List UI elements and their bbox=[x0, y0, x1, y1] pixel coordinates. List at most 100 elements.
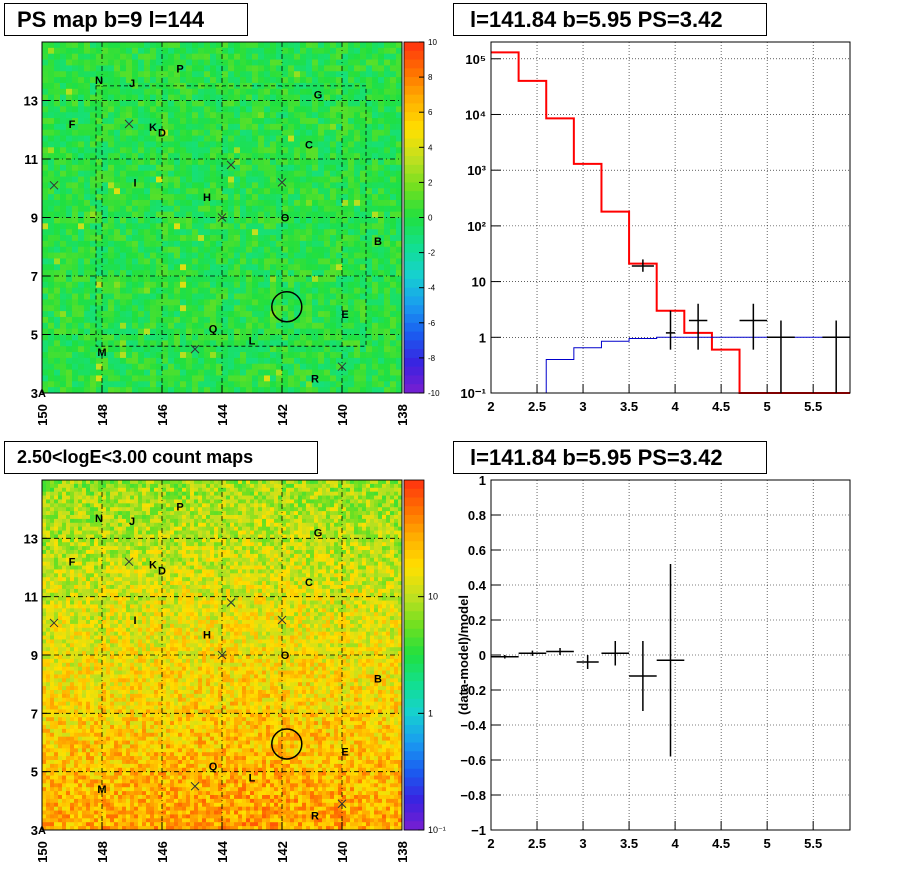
ps_map-source-label: Q bbox=[209, 324, 218, 336]
ps_map-colorbar-step bbox=[404, 366, 424, 376]
ps_map-source-cross bbox=[49, 180, 59, 190]
count-map-title: 2.50<logE<3.00 count maps bbox=[4, 441, 318, 474]
residual-y-tick-label: 0.6 bbox=[468, 543, 486, 558]
spectrum-x-tick-label: 5.5 bbox=[804, 399, 822, 414]
ps_map-source-label: J bbox=[129, 78, 135, 90]
ps_map-x-tick-label: 146 bbox=[155, 404, 170, 426]
count_map-colorbar-step bbox=[404, 742, 424, 752]
ps_map-colorbar-label: -8 bbox=[428, 354, 436, 363]
residual-y-tick-label: −0.8 bbox=[460, 788, 486, 803]
count_map-source-label: L bbox=[249, 773, 256, 785]
ps_map-colorbar-step bbox=[404, 217, 424, 227]
count_map-colorbar-step bbox=[404, 541, 424, 551]
ps_map-colorbar-step bbox=[404, 287, 424, 297]
ps_map-colorbar-step bbox=[404, 226, 424, 236]
ps_map-source-cross bbox=[277, 178, 287, 187]
ps_map-colorbar-label: 6 bbox=[428, 108, 433, 117]
count_map-colorbar-step bbox=[404, 716, 424, 726]
ps_map-source-label: R bbox=[311, 373, 319, 385]
residual-y-tick-label: −0.6 bbox=[460, 753, 486, 768]
count_map-source-label: D bbox=[158, 565, 166, 577]
spectrum-y-tick-label: 10³ bbox=[467, 163, 486, 178]
ps_map-colorbar-step bbox=[404, 42, 424, 52]
residual-x-tick-label: 4.5 bbox=[712, 836, 730, 851]
ps_map-source-label: K bbox=[149, 122, 157, 134]
count_map-y-tick-label: 5 bbox=[31, 765, 38, 780]
residual-y-tick-label: 0 bbox=[479, 648, 486, 663]
ps_map-colorbar-step bbox=[404, 173, 424, 183]
ps_map-y-tick-label: 7 bbox=[31, 269, 38, 284]
ps_map-colorbar-step bbox=[404, 270, 424, 280]
count_map-source-label: M bbox=[97, 784, 106, 796]
ps_map-colorbar-step bbox=[404, 375, 424, 385]
spectrum-x-tick-label: 2 bbox=[487, 399, 494, 414]
count_map-colorbar-step bbox=[404, 768, 424, 778]
spectrum-frame bbox=[490, 41, 851, 394]
spectrum-x-tick-label: 3 bbox=[579, 399, 586, 414]
ps_map-source-label: G bbox=[314, 90, 323, 102]
ps-map-title: PS map b=9 l=144 bbox=[4, 3, 248, 36]
ps_map-colorbar-label: 10 bbox=[428, 38, 437, 47]
ps_map-colorbar-step bbox=[404, 156, 424, 166]
ps_map-source-label: N bbox=[95, 75, 103, 87]
ps_map-source-cross bbox=[124, 119, 134, 129]
residual-y-tick-label: 0.4 bbox=[468, 578, 487, 593]
count_map-source-label: R bbox=[311, 810, 319, 822]
spectrum-y-tick-label: 10⁵ bbox=[465, 52, 486, 67]
count_map-colorbar-step bbox=[404, 602, 424, 612]
ps_map-y-tick-label: 3 bbox=[31, 386, 38, 401]
residual-x-tick-label: 4 bbox=[671, 836, 679, 851]
count_map-colorbar-step bbox=[404, 488, 424, 498]
ps_map-colorbar-step bbox=[404, 305, 424, 315]
count_map-colorbar-step bbox=[404, 795, 424, 805]
count_map-colorbar-step bbox=[404, 620, 424, 630]
count_map-x-tick-label: 142 bbox=[275, 841, 290, 863]
count_map-colorbar-step bbox=[404, 532, 424, 542]
residual-y-tick-label: 0.8 bbox=[468, 508, 486, 523]
ps_map-source-cross bbox=[337, 362, 347, 372]
residual-y-tick-label: 1 bbox=[479, 473, 486, 488]
ps_map-x-tick-label: 148 bbox=[95, 404, 110, 426]
ps_map-colorbar-step bbox=[404, 138, 424, 148]
ps_map-colorbar-step bbox=[404, 357, 424, 368]
count_map-colorbar-step bbox=[404, 593, 424, 603]
ps_map-candidate-circle bbox=[271, 290, 303, 323]
count_map-colorbar-step bbox=[404, 611, 424, 621]
ps_map-source-cross bbox=[190, 344, 200, 354]
count_map-y-tick-label: 13 bbox=[24, 531, 38, 546]
ps_map-colorbar-step bbox=[404, 147, 424, 157]
ps_map-colorbar-step bbox=[404, 77, 424, 87]
residual-x-tick-label: 3.5 bbox=[620, 836, 638, 851]
ps_map-colorbar-step bbox=[404, 208, 424, 218]
spectrum-x-tick-label: 2.5 bbox=[528, 399, 546, 414]
residual-x-tick-label: 2.5 bbox=[528, 836, 546, 851]
ps_map-source-label: B bbox=[374, 236, 382, 248]
ps_map-roi-box bbox=[95, 85, 367, 347]
count_map-candidate-circle bbox=[271, 728, 303, 760]
count_map-colorbar-step bbox=[404, 707, 424, 717]
count_map-colorbar-step bbox=[404, 576, 424, 586]
count_map-source-label: Q bbox=[209, 761, 218, 773]
count_map-source-cross bbox=[217, 650, 227, 660]
ps_map-y-tick-label: 11 bbox=[24, 152, 38, 167]
count_map-colorbar-step bbox=[404, 672, 424, 682]
ps_map-source-label: L bbox=[249, 335, 256, 347]
count_map-x-tick-label: 146 bbox=[155, 841, 170, 863]
count_map-x-tick-label: 150 bbox=[35, 841, 50, 863]
count_map-colorbar-step bbox=[404, 663, 424, 673]
ps_map-x-tick-label: 142 bbox=[275, 404, 290, 426]
spectrum-y-tick-label: 1 bbox=[479, 330, 486, 345]
count_map-source-cross bbox=[190, 781, 200, 791]
ps_map-colorbar-step bbox=[404, 384, 424, 394]
ps_map-source-label: M bbox=[97, 347, 106, 359]
ps_map-y-tick-label: 13 bbox=[24, 94, 38, 109]
count_map-source-cross bbox=[337, 799, 347, 809]
ps_map-x-tick-label: 150 bbox=[35, 404, 50, 426]
ps_map-colorbar-step bbox=[404, 199, 424, 210]
count_map-colorbar-step bbox=[404, 690, 424, 700]
count_map-y-tick-label: 3 bbox=[31, 823, 38, 838]
ps_map-source-label: C bbox=[305, 139, 313, 151]
count_map-colorbar-label: 1 bbox=[428, 708, 433, 718]
count_map-colorbar-step bbox=[404, 480, 424, 490]
ps_map-source-label: P bbox=[176, 63, 183, 75]
